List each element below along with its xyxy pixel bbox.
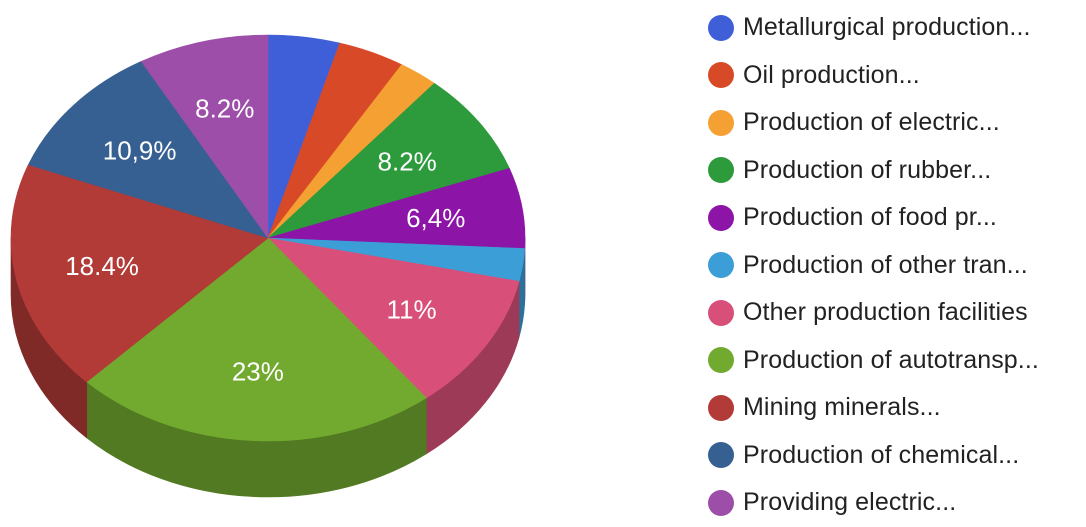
legend-item: Production of autotransp... bbox=[708, 337, 1086, 385]
legend-label: Providing electric... bbox=[743, 488, 956, 517]
legend-swatch-icon bbox=[708, 395, 734, 421]
legend-swatch-icon bbox=[708, 252, 734, 278]
legend-swatch-icon bbox=[708, 110, 734, 136]
legend-swatch-icon bbox=[708, 157, 734, 183]
slice-8-label: 23% bbox=[232, 357, 284, 387]
legend-label: Metallurgical production... bbox=[743, 13, 1031, 42]
legend-label: Production of other tran... bbox=[743, 251, 1028, 280]
legend-item: Production of rubber... bbox=[708, 147, 1086, 195]
legend-label: Production of electric... bbox=[743, 108, 1000, 137]
legend-swatch-icon bbox=[708, 347, 734, 373]
slice-5-label: 6,4% bbox=[406, 203, 465, 233]
legend-swatch-icon bbox=[708, 442, 734, 468]
pie-chart: 8.2% 6,4% 11% 23% 18.4% 10,9% 8.2% bbox=[0, 0, 560, 518]
slice-10-label: 10,9% bbox=[103, 135, 177, 165]
legend-label: Production of autotransp... bbox=[743, 346, 1039, 375]
slice-4-label: 8.2% bbox=[378, 146, 437, 176]
legend-item: Oil production... bbox=[708, 52, 1086, 100]
legend-swatch-icon bbox=[708, 62, 734, 88]
legend-label: Mining minerals... bbox=[743, 393, 941, 422]
legend-item: Production of electric... bbox=[708, 99, 1086, 147]
legend-swatch-icon bbox=[708, 15, 734, 41]
legend-swatch-icon bbox=[708, 490, 734, 516]
legend-item: Mining minerals... bbox=[708, 384, 1086, 432]
legend-label: Production of food pr... bbox=[743, 203, 997, 232]
slice-7-label: 11% bbox=[387, 294, 437, 324]
legend-item: Production of other tran... bbox=[708, 242, 1086, 290]
legend-item: Metallurgical production... bbox=[708, 4, 1086, 52]
slice-9-label: 18.4% bbox=[65, 251, 139, 281]
legend-label: Other production facilities bbox=[743, 298, 1028, 327]
legend-swatch-icon bbox=[708, 205, 734, 231]
legend-label: Oil production... bbox=[743, 61, 920, 90]
chart-legend: Metallurgical production... Oil productio… bbox=[708, 4, 1086, 527]
legend-item: Other production facilities bbox=[708, 289, 1086, 337]
legend-item: Production of chemical... bbox=[708, 432, 1086, 480]
legend-swatch-icon bbox=[708, 300, 734, 326]
legend-item: Providing electric... bbox=[708, 479, 1086, 527]
legend-label: Production of rubber... bbox=[743, 156, 991, 185]
legend-label: Production of chemical... bbox=[743, 441, 1019, 470]
legend-item: Production of food pr... bbox=[708, 194, 1086, 242]
slice-11-label: 8.2% bbox=[195, 93, 254, 123]
